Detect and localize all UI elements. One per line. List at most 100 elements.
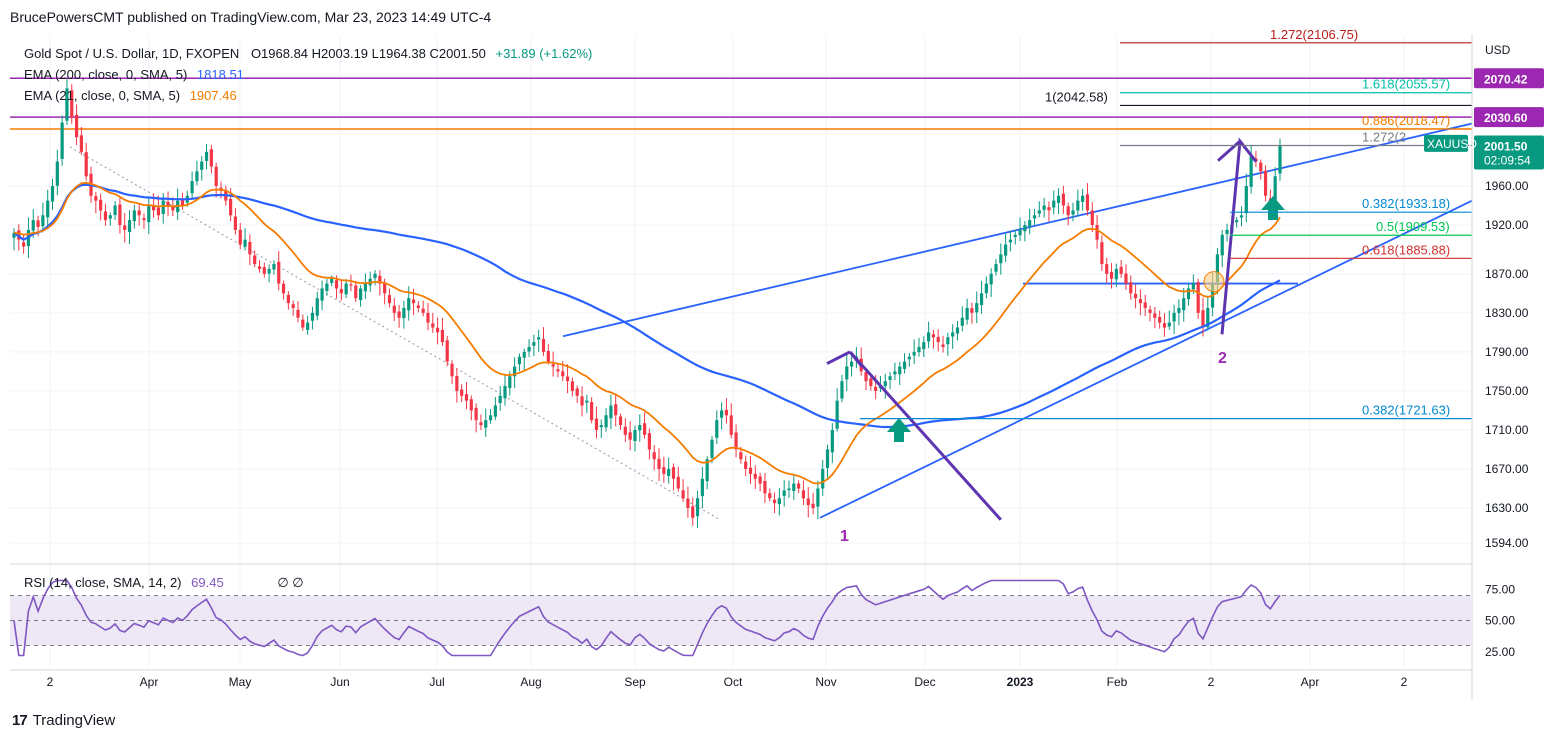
candle-body (1056, 195, 1061, 203)
legend-rsi-extra: ∅ ∅ (277, 575, 304, 590)
candle-body (306, 322, 310, 330)
candle-body (200, 161, 204, 170)
candle-body (464, 394, 469, 401)
candle-body (618, 416, 623, 426)
candle-body (277, 261, 281, 284)
candle-body (1196, 282, 1200, 313)
legend-ema21-row[interactable]: EMA (21, close, 0, SMA, 5) 1907.46 (24, 88, 237, 103)
candle-body (1143, 302, 1147, 308)
grid (10, 36, 1472, 668)
candle-body (729, 415, 733, 435)
candle-body (845, 366, 849, 380)
candle-body (922, 342, 926, 350)
fib-level-label: 0.886(2018.47) (1362, 113, 1450, 128)
candle-body (426, 312, 430, 323)
candle-body (50, 186, 55, 202)
candle-body (902, 361, 907, 369)
candle-body (638, 425, 642, 431)
fib-level-label: 0.5(1909.53) (1376, 219, 1450, 234)
candle-body (161, 200, 165, 214)
rsi-pane: 25.00 50.00 75.00 (10, 579, 1515, 659)
candle-body (763, 480, 767, 494)
candle-body (503, 386, 507, 399)
legend-ema200-row[interactable]: EMA (200, close, 0, SMA, 5) 1818.51 (24, 67, 244, 82)
candle-body (301, 319, 305, 328)
candle-body (1273, 176, 1277, 205)
price-tick-label: 1830.00 (1485, 306, 1529, 320)
candle-body (797, 483, 801, 489)
candle-body (633, 429, 637, 442)
candle-body (830, 429, 834, 453)
candle-body (137, 210, 141, 216)
candle-body (960, 317, 964, 326)
candle-body (912, 351, 916, 356)
candle-body (1172, 312, 1176, 322)
candle-body (782, 490, 786, 496)
candle-body (436, 327, 440, 333)
candle-body (1148, 309, 1152, 313)
candle-body (1008, 239, 1013, 243)
candle-body (339, 289, 343, 294)
candle-body (31, 220, 35, 231)
candle-body (970, 308, 974, 313)
candle-body (1158, 316, 1162, 323)
time-tick-label: 2 (1401, 675, 1408, 689)
candle-body (874, 386, 878, 391)
candle-body (151, 205, 156, 211)
legend-ema21-label: EMA (21, close, 0, SMA, 5) (24, 88, 181, 103)
candle-body (108, 215, 112, 219)
candle-body (320, 288, 324, 301)
tradingview-brand[interactable]: 17 TradingView (12, 712, 115, 729)
candle-body (1071, 210, 1075, 215)
candle-body (248, 241, 252, 255)
time-tick-label: Apr (140, 675, 159, 689)
legend-rsi-row[interactable]: RSI (14, close, SMA, 14, 2) 69.45 ∅ ∅ (24, 575, 304, 591)
upper-trendline (562, 122, 1473, 338)
candle-body (1119, 266, 1123, 274)
candle-body (431, 323, 435, 328)
candle-body (1162, 323, 1167, 328)
candle-body (22, 242, 26, 247)
candle-body (691, 506, 695, 518)
candle-body (411, 299, 416, 304)
candle-body (479, 422, 483, 426)
candle-body (498, 395, 502, 404)
candle-body (753, 473, 757, 479)
candle-body (893, 371, 897, 375)
candle-body (60, 122, 64, 159)
rsi-tick-label: 75.00 (1485, 582, 1515, 596)
candle-body (354, 285, 358, 299)
candle-body (147, 205, 151, 223)
candle-body (344, 283, 348, 295)
candle-body (1153, 313, 1157, 318)
price-axis: 1594.00 1630.00 1670.00 1710.00 1750.00 1790.… (10, 34, 1544, 700)
candle-body (1220, 234, 1224, 256)
candle-body (488, 415, 493, 421)
candle-body (575, 388, 579, 396)
candle-body (917, 347, 921, 353)
candle-body (74, 114, 79, 138)
candle-body (214, 166, 218, 186)
candle-body (984, 283, 988, 294)
candle-body (1052, 200, 1056, 208)
candle-body (1129, 282, 1133, 294)
candle-body (281, 283, 286, 294)
candle-body (272, 264, 276, 270)
candle-body (12, 232, 16, 238)
candle-body (662, 467, 666, 474)
candle-body (238, 229, 242, 245)
time-tick-label: 2 (47, 675, 54, 689)
candle-body (407, 298, 411, 311)
candle-body (541, 338, 546, 352)
candle-body (450, 363, 454, 377)
candle-body (1182, 298, 1186, 311)
candle-body (156, 207, 161, 216)
candle-body (1239, 215, 1244, 218)
candle-body (325, 283, 329, 291)
candle-body (445, 340, 449, 362)
candle-body (118, 204, 122, 226)
rsi-line (13, 579, 1281, 657)
candle-body (898, 366, 902, 375)
candle-body (1249, 156, 1253, 187)
